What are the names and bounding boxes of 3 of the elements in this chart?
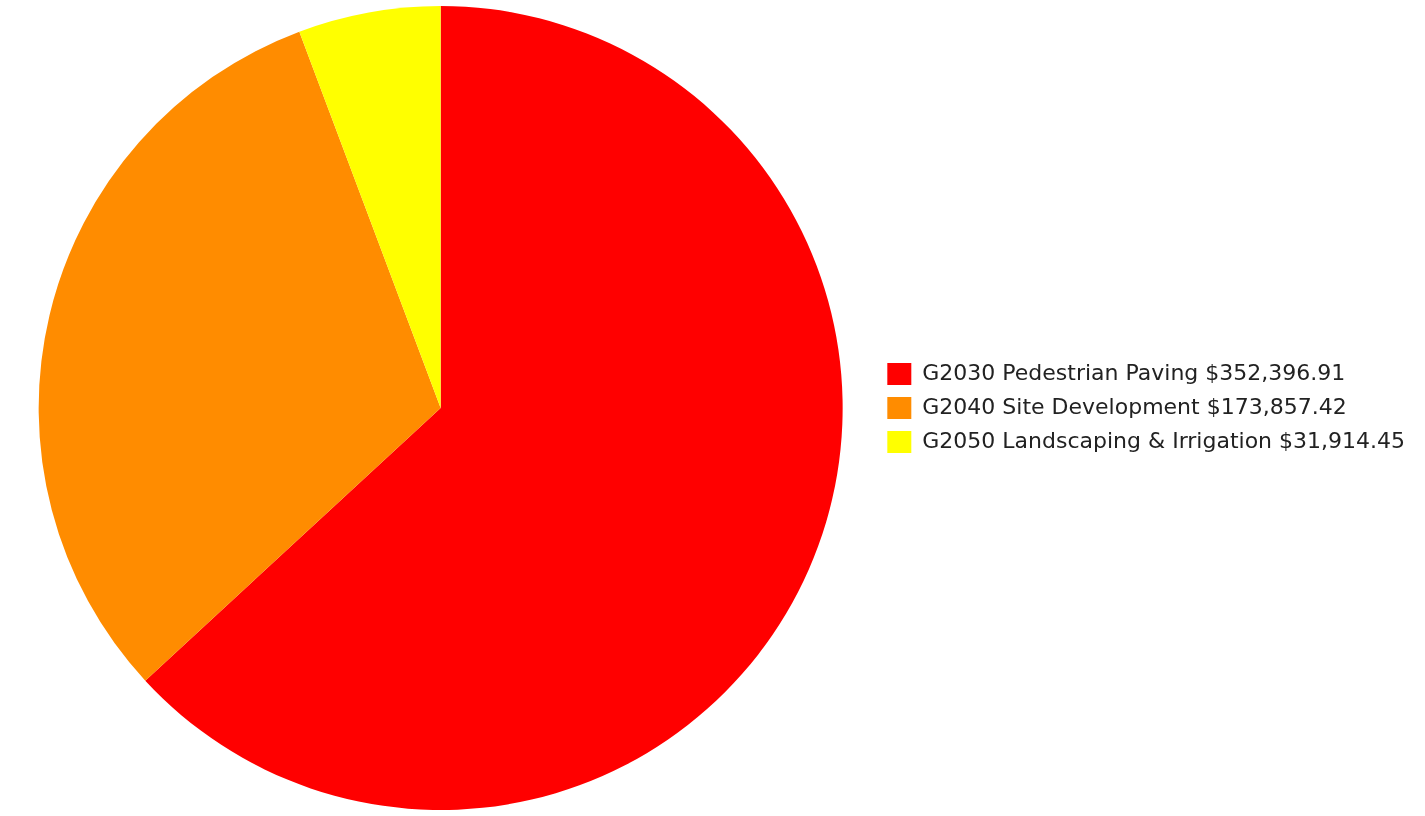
legend-label: G2050 Landscaping & Irrigation $31,914.45 (922, 427, 1406, 453)
legend-label: G2040 Site Development $173,857.42 (922, 393, 1347, 419)
legend-label: G2030 Pedestrian Paving $352,396.91 (922, 359, 1346, 385)
